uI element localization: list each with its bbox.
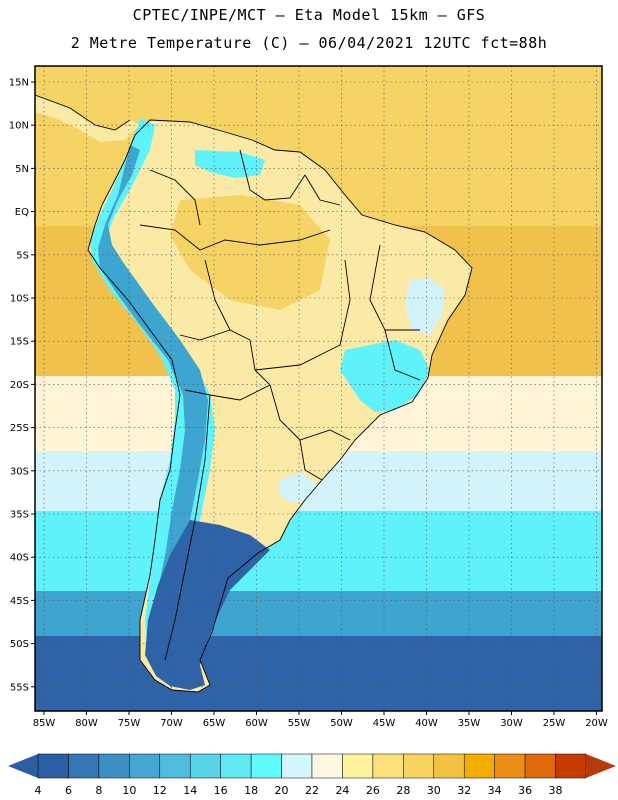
longitude-label: 30W	[500, 718, 523, 729]
latitude-label: 10S	[10, 294, 29, 305]
colorbar-high-arrow	[586, 754, 616, 778]
colorbar-cell	[555, 753, 587, 779]
colorbar-cell	[524, 753, 556, 779]
colorbar-label: 26	[366, 784, 380, 797]
colorbar-label: 22	[305, 784, 319, 797]
colorbar-label: 30	[427, 784, 441, 797]
colorbar-cell	[129, 753, 161, 779]
longitude-label: 70W	[160, 718, 183, 729]
latitude-label: 15S	[10, 337, 29, 348]
colorbar-label: 34	[488, 784, 502, 797]
longitude-label: 35W	[458, 718, 481, 729]
longitude-label: 60W	[245, 718, 268, 729]
latitude-label: 50S	[10, 639, 29, 650]
colorbar-cell	[250, 753, 282, 779]
longitude-label: 80W	[75, 718, 98, 729]
latitude-label: 20S	[10, 380, 29, 391]
latitude-label: 25S	[10, 423, 29, 434]
latitude-label: 5S	[16, 250, 29, 261]
longitude-label: 25W	[543, 718, 566, 729]
colorbar-label: 36	[518, 784, 532, 797]
colorbar-label: 32	[457, 784, 471, 797]
colorbar-label: 8	[95, 784, 102, 797]
colorbar-cell	[37, 753, 69, 779]
colorbar-cell	[189, 753, 221, 779]
longitude-axis: 85W 80W 75W 70W 65W 60W 55W 50W 45W 40W 35W 30W 25W 2…	[33, 711, 608, 729]
venezuela-cool-patch	[195, 150, 265, 178]
colorbar-cell	[463, 753, 495, 779]
longitude-label: 45W	[373, 718, 396, 729]
colorbar-cell	[281, 753, 313, 779]
longitude-label: 40W	[415, 718, 438, 729]
colorbar-label: 24	[335, 784, 349, 797]
latitude-label: 5N	[15, 164, 29, 175]
colorbar-label: 28	[396, 784, 410, 797]
colorbar-cell	[342, 753, 374, 779]
latitude-axis: 15N 10N 5N EQ 5S 10S 15S 20S 25S 30S 35S 40S 45S 50S 5…	[9, 78, 35, 693]
latitude-label: EQ	[15, 207, 29, 218]
latitude-label: 10N	[9, 121, 29, 132]
colorbar-cell	[98, 753, 130, 779]
latitude-label: 30S	[10, 466, 29, 477]
latitude-label: 45S	[10, 596, 29, 607]
temperature-field	[35, 66, 602, 711]
latitude-label: 40S	[10, 553, 29, 564]
map-frame	[34, 65, 603, 712]
colorbar-cell	[220, 753, 252, 779]
chart-subtitle: 2 Metre Temperature (C) – 06/04/2021 12U…	[70, 34, 548, 52]
colorbar-label: 20	[275, 784, 289, 797]
ocean-blue-band	[35, 591, 602, 636]
longitude-label: 65W	[203, 718, 226, 729]
colorbar-label: 6	[65, 784, 72, 797]
colorbar: 4 6 8 10 12 14 16 18 20 22 24 26 28 30 32 34 36 38	[8, 753, 616, 797]
andes-high-terrain	[98, 145, 208, 635]
colorbar-low-arrow	[8, 754, 38, 778]
colorbar-label: 12	[153, 784, 167, 797]
ocean-cyan-band	[35, 511, 602, 591]
colorbar-cell	[68, 753, 100, 779]
colorbar-cell	[159, 753, 191, 779]
central-america-land	[35, 95, 140, 142]
colorbar-cell	[372, 753, 404, 779]
country-borders	[35, 94, 473, 693]
ocean-deep-band	[35, 636, 602, 711]
longitude-label: 85W	[33, 718, 56, 729]
patagonia-cold-area	[145, 520, 270, 690]
southeast-brazil-cool-patch	[340, 340, 430, 412]
northeast-brazil-cool-patch	[405, 278, 445, 335]
colorbar-cell	[494, 753, 526, 779]
colorbar-cell	[311, 753, 343, 779]
colorbar-label: 10	[122, 784, 136, 797]
chart-title: CPTEC/INPE/MCT – Eta Model 15km – GFS	[132, 6, 486, 24]
colorbar-cell	[403, 753, 435, 779]
longitude-label: 50W	[330, 718, 353, 729]
longitude-label: 55W	[288, 718, 311, 729]
latitude-label: 55S	[10, 682, 29, 693]
longitude-label: 20W	[585, 718, 608, 729]
colorbar-label: 14	[183, 784, 197, 797]
colorbar-label: 16	[214, 784, 228, 797]
latitude-label: 35S	[10, 510, 29, 521]
colorbar-label: 4	[35, 784, 42, 797]
colorbar-label: 38	[549, 784, 563, 797]
colorbar-cell	[433, 753, 465, 779]
latitude-label: 15N	[9, 78, 29, 89]
colorbar-label: 18	[244, 784, 258, 797]
longitude-label: 75W	[118, 718, 141, 729]
graticule	[35, 66, 602, 711]
